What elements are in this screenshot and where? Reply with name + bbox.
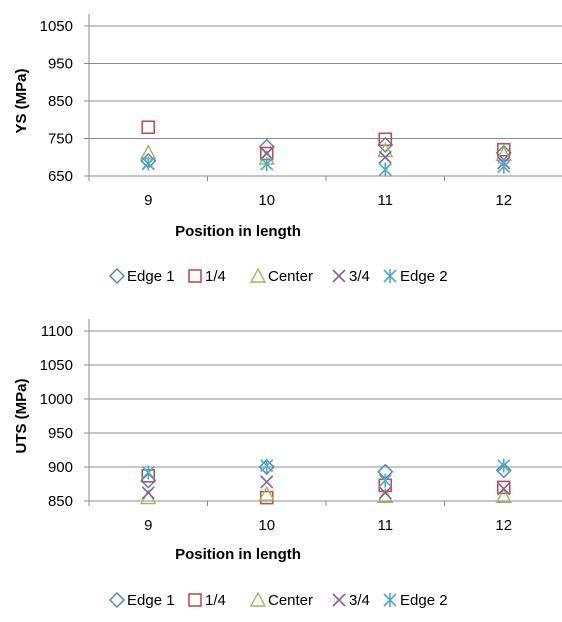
series-edge-2 xyxy=(141,156,511,177)
legend-marker xyxy=(249,267,267,283)
legend-label: Center xyxy=(268,592,313,609)
legend: Edge 1 1/4 Center 3/4 Edge 2 xyxy=(109,267,448,285)
y-tick-label: 650 xyxy=(48,168,73,185)
data-point xyxy=(377,136,394,153)
data-point xyxy=(495,462,512,479)
data-point xyxy=(259,490,274,505)
data-point xyxy=(260,157,274,171)
series-edge-1 xyxy=(140,136,512,169)
data-point xyxy=(378,486,392,500)
data-point xyxy=(495,487,512,503)
x-tick-label: 11 xyxy=(377,517,393,534)
data-point xyxy=(141,120,156,135)
data-point xyxy=(378,473,392,488)
legend-label: Center xyxy=(268,268,313,285)
chart-2: 850 900 950 1000 1050 1100 9 10 11 12 Position in … xyxy=(13,319,562,609)
data-point xyxy=(141,486,155,500)
y-axis-title: YS (MPa) xyxy=(13,68,30,133)
legend-label: Edge 2 xyxy=(400,592,448,609)
y-tick-label: 1050 xyxy=(40,357,73,374)
legend-marker xyxy=(109,268,125,284)
x-axis-title: Position in length xyxy=(175,223,301,240)
legend-marker xyxy=(332,593,346,607)
y-tick-label: 1100 xyxy=(41,323,73,340)
data-point xyxy=(378,150,392,164)
data-point xyxy=(260,146,274,161)
y-tick-label: 1050 xyxy=(40,18,73,35)
data-point xyxy=(497,159,511,174)
legend-label: 1/4 xyxy=(205,268,226,285)
y-axis-title: UTS (MPa) xyxy=(13,378,30,453)
legend-marker xyxy=(332,269,346,283)
data-point xyxy=(496,142,511,157)
legend-label: Edge 1 xyxy=(127,268,175,285)
y-tick-label: 850 xyxy=(48,493,73,510)
legend-label: 3/4 xyxy=(349,592,370,609)
series-3-4 xyxy=(141,475,511,500)
x-tick-label: 11 xyxy=(377,192,393,209)
legend-marker xyxy=(383,269,397,283)
data-point xyxy=(140,472,157,489)
data-point xyxy=(497,458,511,473)
series-edge-2 xyxy=(141,458,511,488)
data-point xyxy=(141,465,155,480)
legend-label: 3/4 xyxy=(349,268,370,285)
y-tick-label: 1000 xyxy=(40,391,73,408)
x-tick-label: 9 xyxy=(144,517,152,534)
series-1-4 xyxy=(141,120,511,161)
data-point xyxy=(258,485,275,501)
legend-marker xyxy=(188,593,202,607)
series-center xyxy=(140,142,512,165)
series-edge-1 xyxy=(140,459,512,489)
legend-label: 1/4 xyxy=(205,592,226,609)
legend-marker xyxy=(109,592,125,608)
data-point xyxy=(497,482,511,496)
x-tick-label: 10 xyxy=(258,192,275,209)
data-point xyxy=(141,156,155,171)
data-point xyxy=(260,475,274,489)
series-1-4 xyxy=(141,469,511,505)
y-tick-label: 850 xyxy=(48,93,73,110)
data-point xyxy=(496,480,511,495)
series-3-4 xyxy=(141,146,511,171)
x-axis-title: Position in length xyxy=(175,546,301,563)
y-tick-label: 750 xyxy=(48,131,73,148)
legend-marker xyxy=(188,269,202,283)
data-point xyxy=(260,458,274,473)
legend-marker xyxy=(249,591,267,607)
y-tick-label: 900 xyxy=(48,459,73,476)
x-tick-label: 10 xyxy=(258,517,275,534)
chart-1: 650 750 850 950 1050 9 10 11 12 Position in lengt… xyxy=(13,14,562,285)
data-point xyxy=(378,162,392,177)
legend: Edge 1 1/4 Center 3/4 Edge 2 xyxy=(109,591,448,609)
x-tick-label: 9 xyxy=(144,192,152,209)
legend-label: Edge 1 xyxy=(127,592,175,609)
x-tick-label: 12 xyxy=(495,517,512,534)
y-tick-label: 950 xyxy=(48,56,73,73)
x-tick-label: 12 xyxy=(495,192,512,209)
y-tick-label: 950 xyxy=(48,425,73,442)
data-point xyxy=(258,459,275,475)
legend-marker xyxy=(383,593,397,607)
legend-label: Edge 2 xyxy=(400,268,448,285)
data-point xyxy=(378,132,393,147)
